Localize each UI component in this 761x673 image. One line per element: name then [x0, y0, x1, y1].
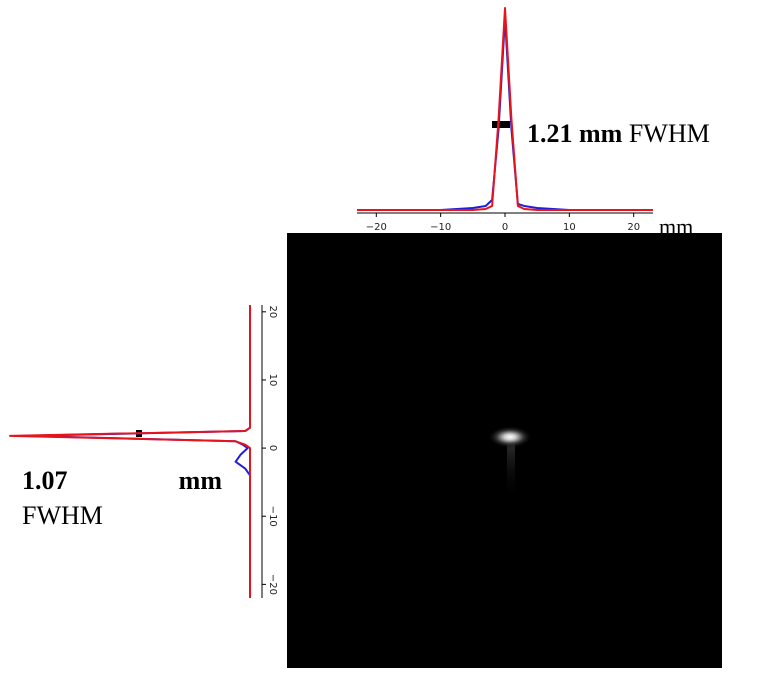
tick-label: 0: [502, 222, 508, 233]
fwhm-suffix: FWHM: [22, 501, 103, 530]
fwhm-label: 1.21 mm FWHM: [527, 119, 710, 148]
fwhm-suffix: FWHM: [629, 119, 710, 148]
tick-label: 10: [563, 222, 576, 233]
beam-image: [287, 233, 722, 668]
beam-spot: [488, 426, 532, 448]
tick-label: −10: [267, 506, 278, 527]
tick-label: −20: [366, 222, 387, 233]
fwhm-value: 1.07: [22, 466, 68, 495]
top-profile: 1.21 mm FWHM mm −20 −10 0 10 20: [357, 7, 710, 239]
tick-label: 10: [267, 374, 278, 387]
profile-line: [9, 305, 251, 598]
tick-label: −10: [430, 222, 451, 233]
fwhm-marker: [492, 121, 510, 128]
beam-tail: [507, 440, 515, 500]
tick-label: 20: [627, 222, 640, 233]
tick-label: −20: [267, 574, 278, 595]
x-axis-label: mm: [659, 214, 693, 239]
profile-line: [357, 7, 653, 211]
fwhm-unit: mm: [179, 466, 223, 495]
profile-line: [357, 17, 653, 211]
tick-label: 0: [267, 445, 278, 451]
profile-line: [21, 305, 251, 598]
fwhm-value: 1.21 mm: [527, 119, 623, 148]
left-profile: 1.07 mm FWHM −20 −10 0 10 20: [9, 305, 278, 598]
tick-label: 20: [267, 305, 278, 318]
